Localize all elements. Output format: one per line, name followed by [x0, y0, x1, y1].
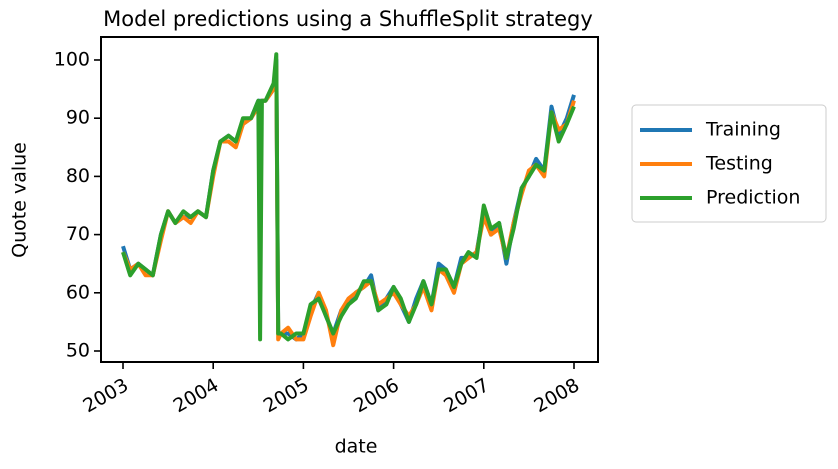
- legend-box: [631, 104, 827, 223]
- x-tick-label: 2004: [170, 374, 223, 417]
- x-tick-label: 2006: [350, 374, 403, 417]
- plot-frame: [100, 36, 599, 363]
- y-tick-label: 50: [66, 339, 90, 361]
- y-tick-label: 100: [54, 48, 90, 70]
- series-line: [121, 52, 576, 342]
- y-tick-label: 90: [66, 107, 90, 129]
- y-axis-label: Quote value: [9, 142, 31, 258]
- y-tick-label: 70: [66, 223, 90, 245]
- x-axis-label: date: [335, 436, 378, 458]
- x-tick-label: 2007: [440, 374, 493, 417]
- legend-label: Training: [705, 119, 781, 141]
- x-tick-label: 2008: [530, 374, 583, 417]
- y-tick-label: 60: [66, 281, 90, 303]
- legend-label: Prediction: [706, 187, 800, 209]
- chart-title: Model predictions using a ShuffleSplit s…: [103, 7, 593, 31]
- x-tick-label: 2005: [260, 374, 313, 417]
- y-tick-label: 80: [66, 165, 90, 187]
- x-tick-label: 2003: [79, 374, 132, 417]
- legend-label: Testing: [705, 153, 773, 175]
